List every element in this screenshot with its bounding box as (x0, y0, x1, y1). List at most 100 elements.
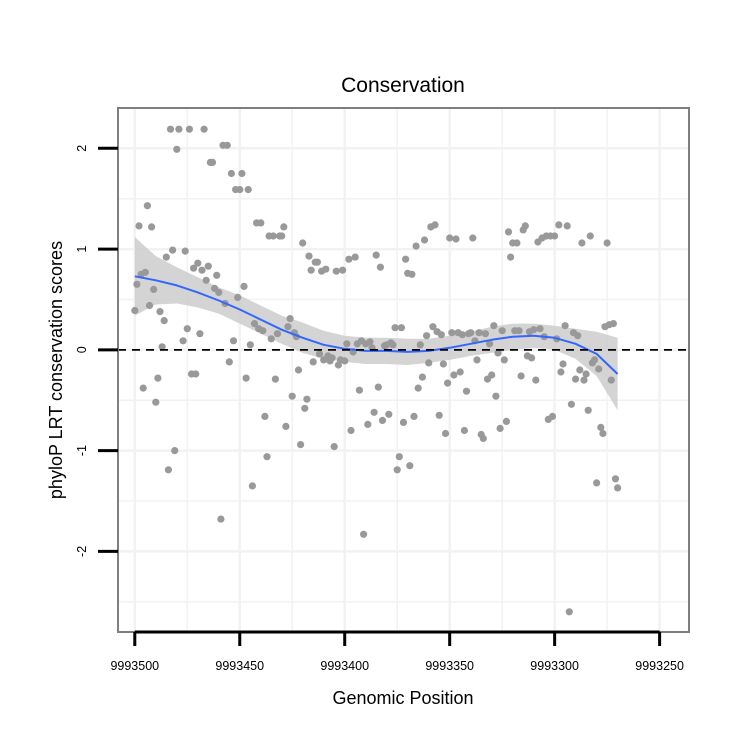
data-point (164, 466, 172, 474)
grid-lines (118, 108, 689, 632)
data-point (229, 337, 238, 345)
data-point (303, 395, 311, 403)
data-point (500, 356, 508, 364)
data-point (166, 125, 175, 133)
data-point (131, 306, 139, 315)
x-axis-label: Genomic Position (332, 688, 473, 708)
data-point (190, 264, 198, 272)
data-point (481, 330, 489, 338)
data-point (282, 422, 290, 430)
data-point (202, 276, 210, 284)
data-point (609, 320, 618, 328)
data-point (469, 234, 477, 242)
data-point (452, 235, 460, 243)
data-point (462, 387, 471, 395)
x-tick-label: 9993450 (215, 659, 264, 673)
data-point (551, 232, 559, 240)
data-point (567, 400, 576, 408)
data-point (532, 376, 540, 384)
data-point (175, 125, 183, 133)
data-point (416, 341, 424, 349)
data-point (590, 356, 599, 364)
data-point (139, 384, 147, 392)
data-point (162, 253, 170, 261)
data-point (603, 239, 611, 247)
data-point (173, 145, 181, 153)
data-point (572, 375, 580, 383)
data-point (347, 426, 355, 435)
data-point (565, 608, 573, 616)
chart-title: Conservation (341, 74, 465, 97)
data-point (204, 262, 212, 270)
data-point (169, 246, 177, 254)
data-point (360, 530, 368, 538)
data-point (425, 359, 433, 367)
data-point (259, 327, 267, 335)
data-point (278, 232, 286, 240)
data-point (502, 417, 510, 425)
data-point (582, 370, 590, 378)
y-tick-label: 1 (75, 246, 89, 253)
data-point (586, 232, 594, 240)
data-point (437, 331, 445, 339)
data-point (548, 412, 557, 420)
data-point (410, 412, 418, 420)
data-point (408, 270, 416, 278)
data-point (435, 411, 443, 419)
data-point (576, 366, 584, 374)
x-tick-label: 9993500 (110, 659, 159, 673)
data-point (248, 482, 256, 490)
data-point (213, 271, 221, 279)
data-point (555, 221, 563, 229)
data-point (376, 263, 384, 271)
data-point (152, 398, 160, 406)
data-point (332, 267, 340, 275)
data-point (395, 453, 403, 461)
data-point (441, 429, 450, 438)
y-tick-label: 0 (75, 346, 89, 353)
data-point (135, 222, 143, 230)
data-point (234, 293, 242, 301)
data-point (513, 239, 521, 247)
data-point (345, 255, 353, 263)
data-point (412, 242, 420, 250)
data-point (183, 325, 191, 333)
data-point (244, 186, 252, 194)
data-point (473, 356, 481, 364)
axes: 9993500 9993450 9993400 9993350 9993300 99932… (75, 145, 684, 673)
data-point (597, 423, 605, 431)
data-point (393, 466, 401, 474)
data-point (507, 253, 515, 261)
data-point (309, 358, 317, 366)
data-point (444, 379, 452, 387)
data-point (242, 374, 250, 382)
data-point (227, 169, 235, 178)
data-point (181, 247, 189, 255)
data-point (429, 323, 437, 331)
data-point (154, 374, 162, 382)
data-point (372, 251, 380, 259)
data-point (148, 223, 156, 231)
data-point (240, 282, 248, 290)
data-point (374, 383, 382, 391)
data-point (389, 341, 397, 349)
data-point (559, 360, 567, 368)
x-tick-label: 9993250 (635, 659, 684, 673)
data-point (200, 125, 208, 133)
data-point (530, 326, 538, 334)
data-point (492, 392, 500, 400)
x-tick-label: 9993400 (320, 659, 369, 673)
data-point (301, 404, 309, 412)
data-point (236, 186, 244, 194)
x-tick-label: 9993300 (530, 659, 579, 673)
data-point (528, 354, 536, 362)
data-point (322, 265, 330, 273)
data-point (536, 325, 544, 333)
data-point (366, 338, 374, 346)
data-point (494, 349, 502, 357)
data-point (215, 288, 223, 296)
data-point (504, 228, 513, 236)
smooth-line (134, 275, 619, 375)
data-point (593, 479, 601, 487)
data-point (488, 371, 496, 379)
